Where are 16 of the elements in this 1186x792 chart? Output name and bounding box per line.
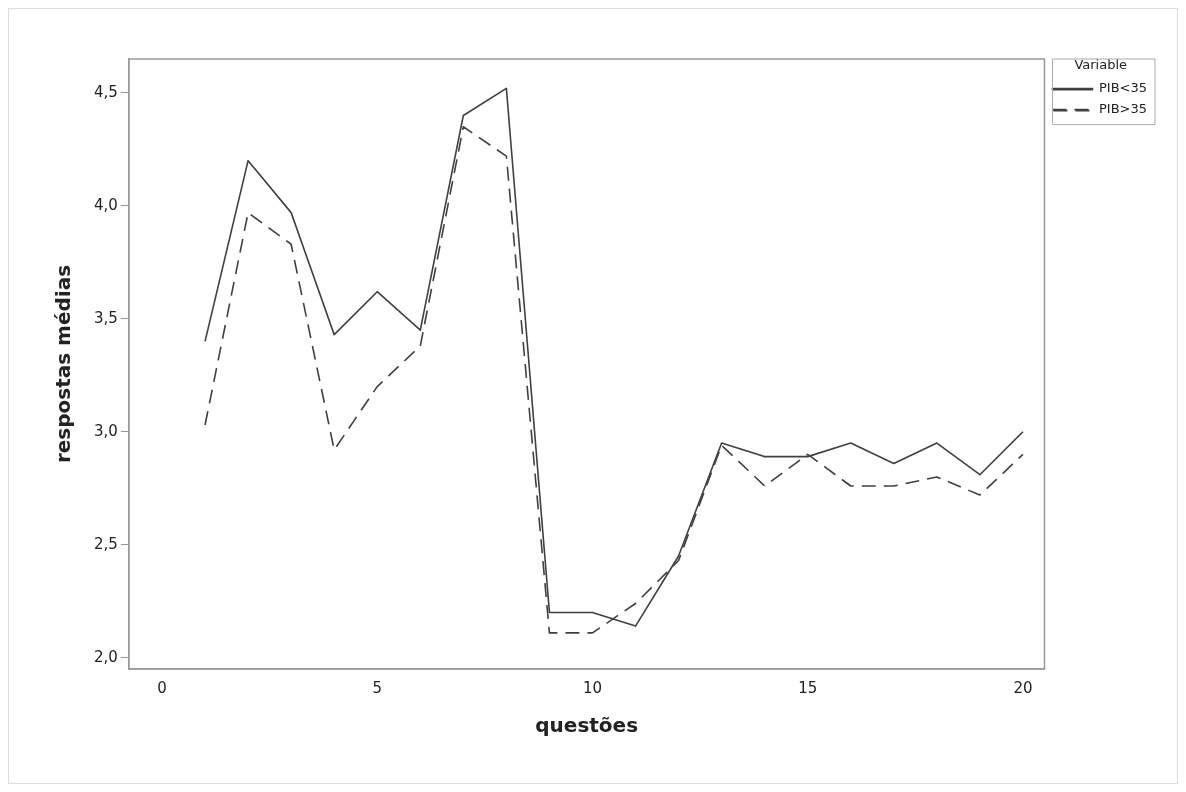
y-tick-label: 4,5 xyxy=(94,82,118,101)
y-tick-label: 2,0 xyxy=(94,647,118,666)
x-axis-title: questões xyxy=(535,713,639,738)
legend-label: PIB>35 xyxy=(1098,101,1147,117)
y-tick-label: 2,5 xyxy=(94,534,118,553)
y-tick-label: 3,5 xyxy=(94,308,118,327)
x-tick-label: 20 xyxy=(1013,678,1033,697)
y-axis-title: respostas médias xyxy=(51,264,76,464)
y-tick-label: 3,0 xyxy=(94,421,118,440)
legend-label: PIB<35 xyxy=(1098,80,1147,96)
y-tick-label: 4,0 xyxy=(94,195,118,214)
x-tick-label: 15 xyxy=(798,678,818,697)
x-tick-label: 0 xyxy=(157,678,167,697)
x-tick-label: 10 xyxy=(582,678,603,697)
legend-title: Variable xyxy=(1074,56,1128,72)
x-tick-label: 5 xyxy=(372,678,383,697)
